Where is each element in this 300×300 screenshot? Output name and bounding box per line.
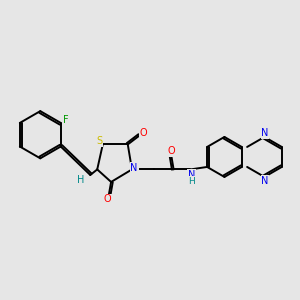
Text: O: O (167, 146, 175, 156)
Text: N: N (261, 128, 269, 138)
Text: N: N (188, 170, 195, 180)
Text: N: N (130, 163, 138, 173)
Text: H: H (77, 175, 84, 185)
Text: N: N (261, 176, 269, 186)
Text: S: S (96, 136, 103, 146)
Text: H: H (188, 177, 195, 186)
Text: O: O (140, 128, 147, 138)
Text: O: O (104, 194, 111, 204)
Text: F: F (63, 115, 68, 124)
